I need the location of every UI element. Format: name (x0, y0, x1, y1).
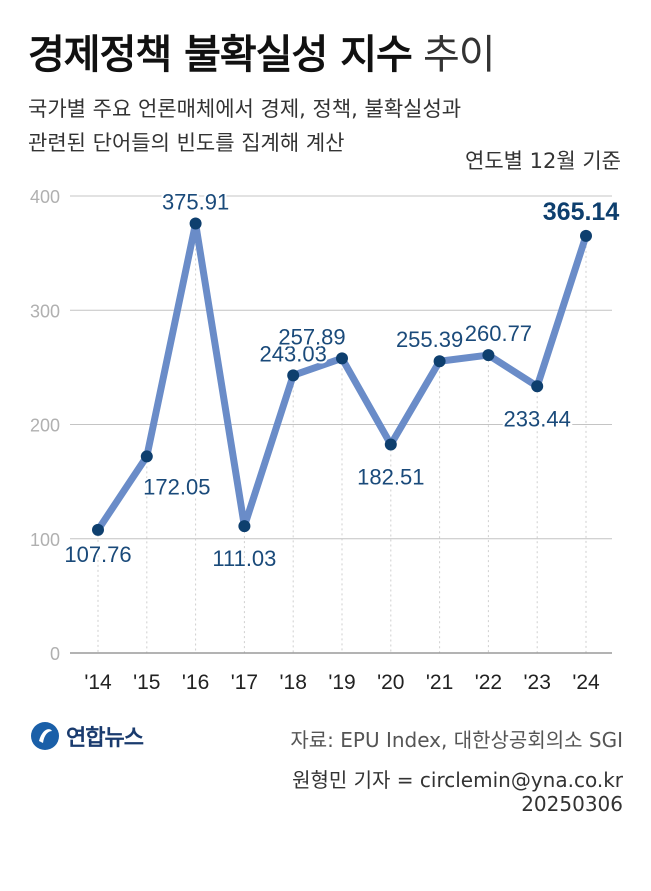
yonhap-logo: 연합뉴스 (30, 720, 144, 752)
data-point (384, 438, 397, 451)
data-point (92, 523, 104, 536)
chart-title: 경제정책 불확실성 지수 추이 (28, 22, 496, 80)
data-point (580, 229, 592, 242)
chart-basis-note: 연도별 12월 기준 (465, 149, 621, 173)
yonhap-logo-icon (31, 722, 59, 750)
x-tick-label: '23 (524, 671, 551, 694)
logo-text: 연합뉴스 (66, 726, 144, 751)
x-tick-label: '24 (572, 671, 600, 694)
x-tick-label: '19 (328, 671, 355, 694)
data-value-label: 257.89 (278, 324, 345, 349)
x-tick-label: '21 (426, 671, 453, 694)
publish-date: 20250306 (521, 792, 623, 816)
data-point (287, 369, 300, 382)
x-tick-label: '15 (133, 671, 160, 694)
data-point (531, 380, 544, 393)
data-value-label: 233.44 (504, 406, 571, 431)
data-point (433, 355, 446, 368)
y-tick-label: 300 (30, 301, 60, 321)
data-value-label: 243.03 (260, 341, 327, 366)
data-point (336, 352, 348, 365)
title-light: 추이 (423, 32, 496, 78)
x-tick-label: '22 (475, 671, 502, 694)
data-point (238, 520, 251, 533)
subtitle-line-2: 관련된 단어들의 빈도를 집계해 계산 (28, 131, 345, 155)
data-value-label: 260.77 (465, 321, 532, 346)
data-point (140, 450, 153, 463)
data-value-label: 182.51 (357, 464, 424, 489)
y-tick-label: 0 (50, 644, 60, 664)
x-tick-label: '17 (231, 671, 258, 694)
y-tick-label: 200 (30, 416, 60, 436)
data-point (189, 217, 202, 230)
reporter-credit: 원형민 기자 = circlemin@yna.co.kr (292, 768, 623, 792)
data-value-label: 111.03 (212, 546, 276, 571)
x-tick-label: '16 (182, 671, 209, 694)
x-tick-label: '20 (377, 671, 404, 694)
data-value-label: 107.76 (64, 542, 131, 567)
x-tick-label: '14 (84, 671, 112, 694)
data-point (482, 349, 495, 362)
x-tick-label: '18 (280, 671, 307, 694)
data-value-label: 172.05 (143, 474, 210, 499)
y-tick-label: 400 (30, 187, 60, 207)
source-note: 자료: EPU Index, 대한상공회의소 SGI (290, 728, 623, 752)
data-value-label: 365.14 (543, 198, 620, 226)
title-bold: 경제정책 불확실성 지수 (28, 32, 413, 78)
subtitle-line-1: 국가별 주요 언론매체에서 경제, 정책, 불확실성과 (28, 97, 462, 121)
chart-subtitle: 국가별 주요 언론매체에서 경제, 정책, 불확실성과 관련된 단어들의 빈도를… (28, 92, 461, 160)
y-tick-label: 100 (30, 530, 60, 550)
data-value-label: 375.91 (162, 190, 229, 215)
data-value-label: 255.39 (396, 327, 463, 352)
